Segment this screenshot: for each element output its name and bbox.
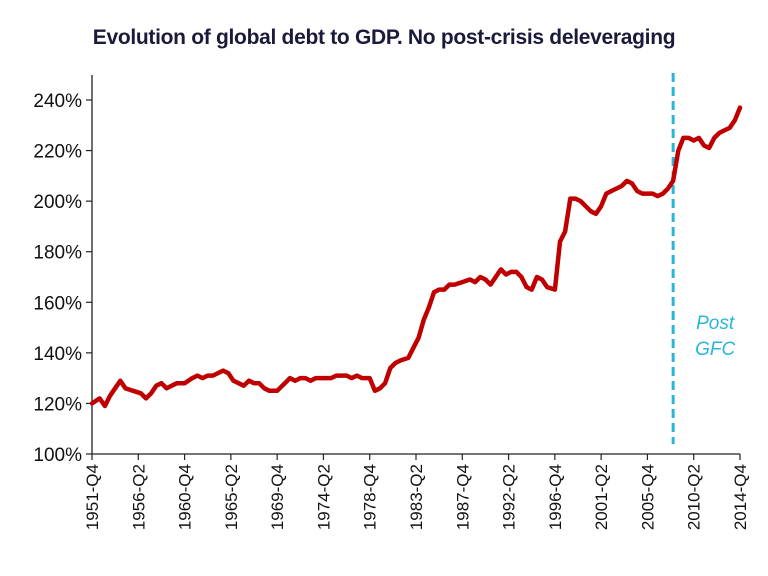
- x-tick-label: 1956-Q2: [129, 464, 148, 530]
- series-line-0: [89, 105, 743, 409]
- y-tick-label: 180%: [33, 243, 82, 264]
- y-tick-label: 160%: [33, 293, 82, 314]
- x-tick-label: 1992-Q2: [500, 464, 519, 530]
- x-tick-label: 2010-Q2: [685, 464, 704, 530]
- y-axis: 100% 120% 140% 160% 180% 200% 220% 240%: [33, 75, 93, 466]
- chart-title: Evolution of global debt to GDP. No post…: [92, 26, 676, 49]
- x-tick-label: 2014-Q4: [731, 464, 750, 530]
- annotation-label-line2: GFC: [695, 339, 735, 360]
- y-tick-label: 240%: [33, 91, 82, 112]
- y-tick-label: 140%: [33, 344, 82, 365]
- annotation-label-line1: Post: [696, 313, 735, 334]
- y-tick-label: 200%: [33, 192, 82, 213]
- y-tick-label: 120%: [33, 394, 82, 415]
- x-tick-label: 1951-Q4: [83, 464, 102, 530]
- series-layer: [89, 105, 743, 409]
- x-tick-label: 1987-Q4: [453, 464, 472, 530]
- x-tick-label: 1996-Q4: [546, 464, 565, 530]
- x-tick-label: 1974-Q2: [314, 464, 333, 530]
- x-tick-label: 1978-Q4: [361, 464, 380, 530]
- annotations: Post GFC: [671, 73, 735, 444]
- x-axis: 1951-Q4 1956-Q2 1960-Q4 1965-Q2 1969-Q4 1974-…: [83, 453, 750, 530]
- y-tick-label: 100%: [33, 445, 82, 466]
- x-tick-label: 2005-Q4: [638, 464, 657, 530]
- x-tick-label: 1983-Q2: [407, 464, 426, 530]
- x-tick-label: 1960-Q4: [176, 464, 195, 530]
- y-tick-label: 220%: [33, 142, 82, 163]
- x-tick-label: 1969-Q4: [268, 464, 287, 530]
- x-tick-label: 1965-Q2: [222, 464, 241, 530]
- x-tick-label: 2001-Q2: [592, 464, 611, 530]
